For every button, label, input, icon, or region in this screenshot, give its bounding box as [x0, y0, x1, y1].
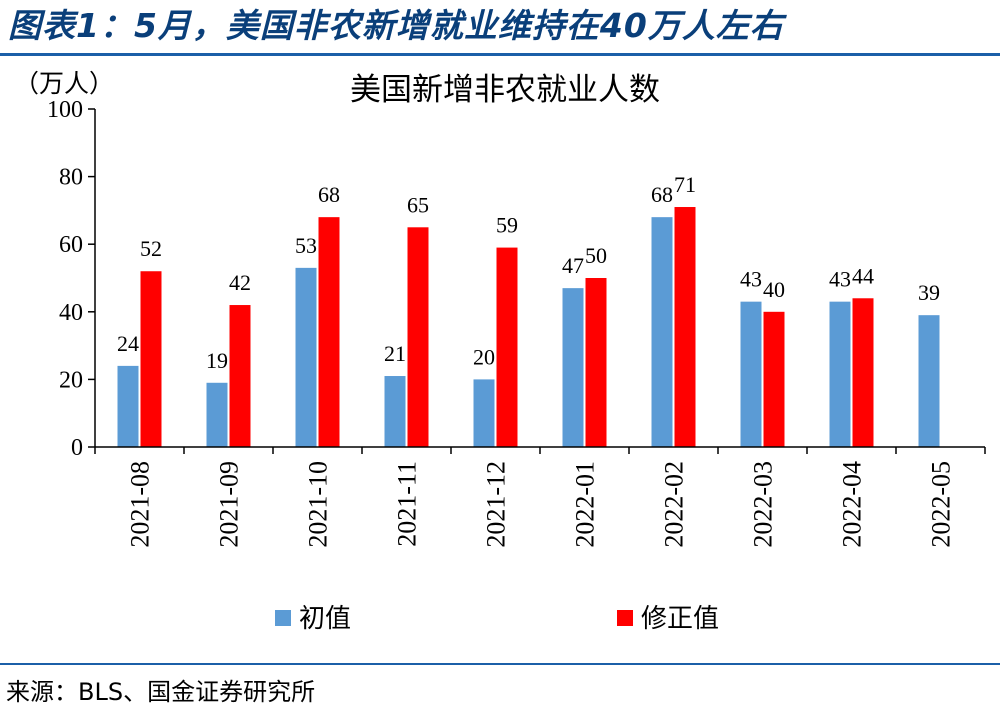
y-tick-label: 80: [59, 165, 83, 191]
title-divider: [0, 53, 1000, 56]
data-label-initial: 68: [651, 182, 673, 207]
bar-chart: 美国新增非农就业人数 （万人） 0 20 40 60 80 100 24 52 19 42 53 6…: [14, 69, 986, 634]
bar-revised: [852, 298, 874, 447]
x-category-label: 2022-01: [571, 461, 600, 548]
bar-initial: [740, 301, 762, 447]
bar-initial: [206, 382, 228, 447]
legend-label-revised: 修正值: [641, 604, 719, 634]
x-category-label: 2021-10: [304, 461, 333, 548]
data-label-revised: 59: [496, 213, 518, 238]
data-label-initial: 24: [117, 331, 139, 356]
legend-swatch-revised: [617, 610, 633, 626]
legend: 初值 修正值: [275, 604, 719, 634]
source-note: 来源：BLS、国金证券研究所: [6, 678, 316, 706]
y-tick-label: 100: [47, 97, 83, 123]
x-category-label: 2021-12: [482, 461, 511, 548]
data-label-revised: 50: [585, 243, 607, 268]
data-label-revised: 40: [763, 277, 785, 302]
data-label-revised: 42: [229, 270, 251, 295]
bar-revised: [318, 217, 340, 447]
y-tick-label: 60: [59, 232, 83, 258]
y-tick-label: 40: [59, 300, 83, 326]
y-axis-ticks: 0 20 40 60 80 100: [47, 97, 95, 461]
chart-title: 美国新增非农就业人数: [350, 72, 660, 108]
x-category-label: 2022-04: [838, 461, 867, 548]
bar-initial: [829, 301, 851, 447]
legend-label-initial: 初值: [299, 604, 351, 634]
bar-revised: [407, 227, 429, 447]
data-label-revised: 65: [407, 192, 429, 217]
bar-initial: [918, 315, 940, 447]
data-label-initial: 47: [562, 253, 584, 278]
x-category-label: 2021-09: [215, 461, 244, 548]
x-category-label: 2021-11: [393, 461, 422, 547]
data-label-revised: 52: [140, 236, 162, 261]
data-label-initial: 21: [384, 341, 406, 366]
y-tick-label: 20: [59, 367, 83, 393]
source-divider: [0, 663, 1000, 665]
bar-revised: [140, 271, 162, 447]
bar-revised: [496, 247, 518, 447]
bar-revised: [229, 305, 251, 447]
bar-initial: [473, 379, 495, 447]
bars-group: [117, 207, 940, 447]
data-label-revised: 71: [674, 172, 696, 197]
data-label-initial: 20: [473, 344, 495, 369]
data-label-initial: 39: [918, 280, 940, 305]
axes: [94, 109, 986, 454]
bar-revised: [585, 278, 607, 447]
data-label-revised: 44: [852, 263, 874, 288]
bar-initial: [117, 365, 139, 447]
x-category-label: 2022-05: [927, 461, 956, 548]
legend-swatch-initial: [275, 610, 291, 626]
y-axis-unit-label: （万人）: [14, 69, 114, 98]
bar-initial: [562, 288, 584, 447]
bar-revised: [674, 207, 696, 447]
x-category-label: 2022-02: [660, 461, 689, 548]
y-tick-label: 0: [71, 435, 83, 461]
bar-initial: [651, 217, 673, 447]
data-label-initial: 19: [206, 348, 228, 373]
bar-revised: [763, 311, 785, 447]
x-category-label: 2021-08: [126, 461, 155, 548]
figure-title: 图表1：5月，美国非农新增就业维持在40万人左右: [8, 6, 784, 45]
data-label-initial: 43: [829, 267, 851, 292]
data-label-revised: 68: [318, 182, 340, 207]
data-label-initial: 43: [740, 267, 762, 292]
x-axis-category-labels: 2021-08 2021-09 2021-10 2021-11 2021-12 2022-…: [126, 461, 956, 548]
x-category-label: 2022-03: [749, 461, 778, 548]
data-label-initial: 53: [295, 233, 317, 258]
bar-initial: [384, 376, 406, 447]
bar-initial: [295, 267, 317, 447]
